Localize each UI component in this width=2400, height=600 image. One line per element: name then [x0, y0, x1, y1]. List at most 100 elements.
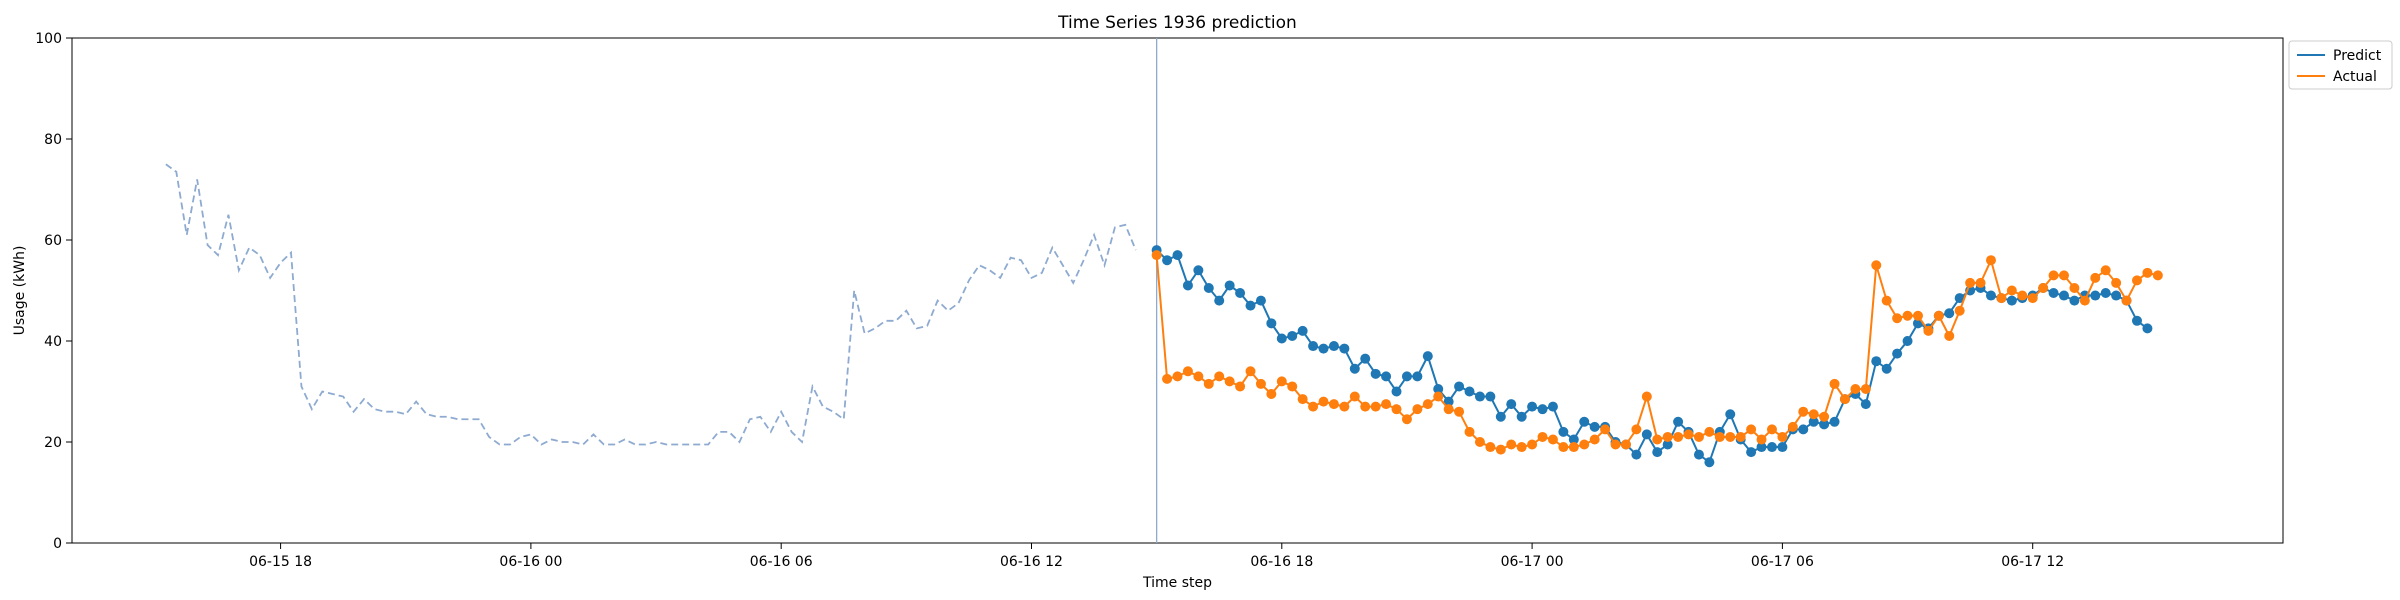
- actual-point: [1600, 424, 1611, 435]
- predict-point: [1589, 421, 1600, 432]
- actual-point: [1516, 442, 1527, 453]
- predict-point: [1527, 401, 1538, 412]
- y-axis-label: Usage (kWh): [12, 246, 28, 336]
- predict-point: [1276, 333, 1287, 344]
- series-actual: [1151, 250, 2163, 455]
- actual-point: [1756, 434, 1767, 445]
- predict-point: [1464, 386, 1475, 397]
- actual-point: [1725, 431, 1736, 442]
- actual-point: [1568, 442, 1579, 453]
- predict-point: [1746, 447, 1757, 458]
- y-tick-label: 0: [53, 536, 62, 552]
- actual-point: [1766, 424, 1777, 435]
- legend-label-actual: Actual: [2333, 69, 2377, 85]
- predict-point: [1547, 401, 1558, 412]
- predict-point: [1944, 308, 1955, 319]
- y-tick-label: 80: [44, 132, 62, 148]
- actual-point: [1912, 310, 1923, 321]
- x-axis-label: Time step: [1142, 575, 1212, 591]
- actual-point: [1673, 431, 1684, 442]
- actual-point: [1693, 431, 1704, 442]
- predict-point: [1641, 429, 1652, 440]
- actual-point: [1975, 277, 1986, 288]
- actual-point: [1349, 391, 1360, 402]
- predict-point: [1370, 368, 1381, 379]
- actual-point: [1881, 295, 1892, 306]
- predict-point: [1328, 341, 1339, 352]
- x-tick-label: 06-15 18: [249, 554, 312, 570]
- predict-point: [1203, 282, 1214, 293]
- actual-point: [1819, 411, 1830, 422]
- predict-point: [2090, 290, 2101, 301]
- predict-point: [1985, 290, 1996, 301]
- x-axis: 06-15 18 06-16 00 06-16 06 06-16 12 06-16 18…: [249, 543, 2064, 570]
- actual-point: [1454, 406, 1465, 417]
- actual-point: [1892, 313, 1903, 324]
- actual-point: [1558, 442, 1569, 453]
- predict-point: [1193, 265, 1204, 276]
- actual-point: [1182, 366, 1193, 377]
- actual-point: [1902, 310, 1913, 321]
- actual-point: [2048, 270, 2059, 281]
- x-tick-label: 06-16 00: [499, 554, 562, 570]
- x-tick-label: 06-16 18: [1250, 554, 1313, 570]
- actual-point: [1203, 378, 1214, 389]
- predict-point: [1725, 409, 1736, 420]
- actual-point: [1933, 310, 1944, 321]
- y-tick-label: 60: [44, 233, 62, 249]
- predict-point: [1579, 416, 1590, 427]
- actual-point: [1683, 429, 1694, 440]
- y-axis: 0 20 40 60 80 100: [35, 31, 72, 552]
- actual-point: [1662, 431, 1673, 442]
- actual-point: [1172, 371, 1183, 382]
- legend-label-predict: Predict: [2333, 48, 2382, 64]
- history-series: [165, 163, 1137, 446]
- actual-point: [1224, 376, 1235, 387]
- actual-point: [1652, 434, 1663, 445]
- predict-point: [2006, 295, 2017, 306]
- predict-point: [1349, 363, 1360, 374]
- predict-point: [1391, 386, 1402, 397]
- actual-point: [1485, 442, 1496, 453]
- actual-point: [1547, 434, 1558, 445]
- actual-point: [1495, 444, 1506, 455]
- legend: Predict Actual: [2288, 40, 2393, 90]
- actual-point: [1506, 439, 1517, 450]
- actual-point: [2027, 293, 2038, 304]
- predict-point: [1829, 416, 1840, 427]
- predict-point: [1401, 371, 1412, 382]
- actual-point: [1923, 325, 1934, 336]
- actual-point: [1297, 394, 1308, 405]
- predict-point: [1652, 447, 1663, 458]
- predict-point: [1693, 449, 1704, 460]
- actual-point: [2058, 270, 2069, 281]
- predict-point: [1172, 250, 1183, 261]
- actual-point: [1318, 396, 1329, 407]
- predict-point: [2048, 288, 2059, 299]
- actual-point: [1579, 439, 1590, 450]
- predict-point: [1235, 288, 1246, 299]
- predict-point: [1162, 255, 1173, 266]
- predict-point: [1339, 343, 1350, 354]
- actual-point: [2090, 272, 2101, 283]
- actual-point: [1235, 381, 1246, 392]
- predict-point: [1558, 426, 1569, 437]
- predict-point: [1224, 280, 1235, 291]
- actual-point: [1985, 255, 1996, 266]
- predict-point: [2069, 295, 2080, 306]
- predict-point: [1766, 442, 1777, 453]
- actual-point: [1589, 434, 1600, 445]
- actual-point: [2121, 295, 2132, 306]
- actual-point: [2152, 270, 2163, 281]
- actual-point: [2069, 282, 2080, 293]
- predict-point: [1360, 353, 1371, 364]
- predict-point: [1860, 399, 1871, 410]
- actual-point: [1620, 439, 1631, 450]
- actual-point: [1339, 401, 1350, 412]
- actual-point: [1829, 378, 1840, 389]
- actual-point: [1433, 391, 1444, 402]
- actual-point: [1871, 260, 1882, 271]
- actual-point: [1537, 431, 1548, 442]
